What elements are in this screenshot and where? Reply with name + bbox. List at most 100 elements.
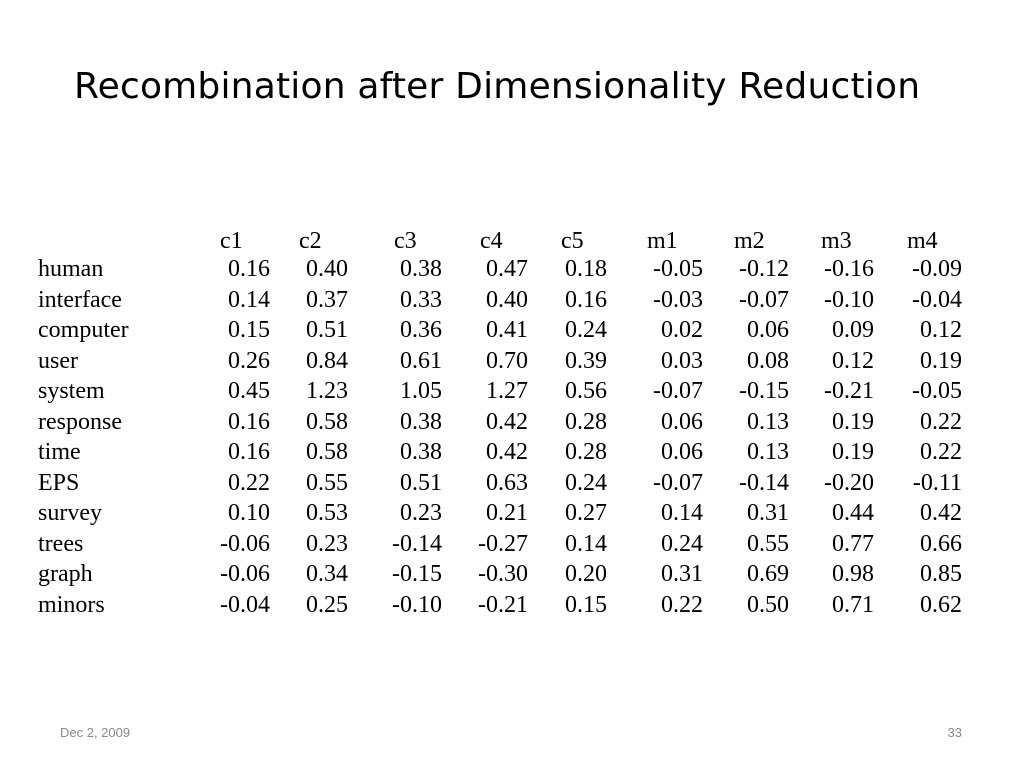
matrix-cell: 0.22 (920, 408, 962, 435)
matrix-cell: 0.58 (306, 439, 348, 465)
row-label: computer (38, 317, 129, 343)
matrix-cell: 0.14 (228, 286, 270, 313)
matrix-cell: -0.12 (739, 256, 789, 282)
matrix-cell: 0.25 (306, 591, 348, 618)
matrix-cell: 0.38 (400, 256, 442, 282)
matrix-cell: 0.14 (661, 500, 703, 526)
matrix-cell: -0.15 (739, 378, 789, 404)
matrix-cell: 0.85 (920, 561, 962, 587)
matrix-cell: 0.28 (565, 408, 607, 435)
column-header: c2 (299, 228, 322, 254)
matrix-cell: -0.07 (653, 469, 703, 496)
matrix-cell: 0.16 (565, 286, 607, 313)
row-label: human (38, 256, 104, 282)
matrix-cell: 0.58 (306, 408, 348, 435)
row-label: user (38, 347, 78, 374)
matrix-cell: 0.13 (747, 439, 789, 465)
matrix-row: time 0.16 0.58 0.38 0.42 0.28 0.06 0.13 0.19 0.22 (38, 437, 968, 467)
matrix-cell: 0.27 (565, 500, 607, 526)
matrix-cell: 0.38 (400, 408, 442, 435)
row-label: survey (38, 500, 102, 526)
matrix-cell: 1.27 (486, 378, 528, 404)
matrix-cell: 0.39 (565, 347, 607, 374)
matrix-cell: 0.51 (306, 317, 348, 343)
matrix-cell: -0.20 (824, 469, 874, 496)
column-header: m1 (647, 228, 678, 254)
matrix-cell: 0.12 (920, 317, 962, 343)
column-header: c3 (394, 228, 417, 254)
matrix-cell: 0.40 (486, 286, 528, 313)
row-label: EPS (38, 469, 80, 496)
matrix-cell: 1.23 (306, 378, 348, 404)
matrix-cell: 0.15 (565, 591, 607, 618)
matrix-row: trees -0.06 0.23 -0.14 -0.27 0.14 0.24 0.55 0.77… (38, 529, 968, 559)
matrix-cell: 0.55 (306, 469, 348, 496)
matrix-cell: 0.40 (306, 256, 348, 282)
matrix-cell: 0.36 (400, 317, 442, 343)
matrix-cell: 0.23 (306, 530, 348, 557)
row-label: minors (38, 591, 105, 618)
matrix-cell: 0.41 (486, 317, 528, 343)
matrix-cell: -0.10 (824, 286, 874, 313)
matrix-cell: 0.28 (565, 439, 607, 465)
matrix-row: graph -0.06 0.34 -0.15 -0.30 0.20 0.31 0.69 0.98… (38, 559, 968, 589)
matrix-cell: -0.07 (653, 378, 703, 404)
matrix-cell: 0.37 (306, 286, 348, 313)
matrix-cell: 0.34 (306, 561, 348, 587)
matrix-cell: 0.71 (832, 591, 874, 618)
matrix-cell: -0.05 (653, 256, 703, 282)
matrix-cell: -0.14 (739, 469, 789, 496)
matrix-cell: 0.16 (228, 408, 270, 435)
matrix-cell: 0.14 (565, 530, 607, 557)
column-header: c4 (480, 228, 503, 254)
footer-date: Dec 2, 2009 (60, 725, 131, 740)
matrix-cell: -0.07 (739, 286, 789, 313)
matrix-cell: 0.50 (747, 591, 789, 618)
column-header: m2 (734, 228, 765, 254)
matrix-cell: 0.24 (661, 530, 703, 557)
matrix-row: survey 0.10 0.53 0.23 0.21 0.27 0.14 0.31 0.44 0.… (38, 498, 968, 528)
matrix-cell: 0.26 (228, 347, 270, 374)
matrix-cell: -0.27 (478, 530, 528, 557)
slide-title: Recombination after Dimensionality Reduc… (74, 66, 921, 107)
matrix-cell: 0.22 (661, 591, 703, 618)
matrix-cell: 0.21 (486, 500, 528, 526)
matrix-cell: 0.66 (920, 530, 962, 557)
row-label: trees (38, 530, 84, 557)
row-label: time (38, 439, 81, 465)
column-header: c1 (220, 228, 243, 254)
matrix-cell: 0.77 (832, 530, 874, 557)
matrix-cell: 0.22 (228, 469, 270, 496)
matrix-cell: 0.62 (920, 591, 962, 618)
term-document-matrix: c1 c2 c3 c4 c5 m1 m2 m3 m4 human 0.16 0.40 0.38 0.47 0… (38, 226, 968, 621)
matrix-cell: 0.42 (486, 439, 528, 465)
matrix-cell: 0.70 (486, 347, 528, 374)
matrix-cell: -0.04 (220, 591, 270, 618)
matrix-cell: 0.16 (228, 439, 270, 465)
matrix-row: response 0.16 0.58 0.38 0.42 0.28 0.06 0.13 0.19… (38, 407, 968, 437)
matrix-header-row: c1 c2 c3 c4 c5 m1 m2 m3 m4 (38, 226, 968, 256)
matrix-row: minors -0.04 0.25 -0.10 -0.21 0.15 0.22 0.50 0.7… (38, 590, 968, 620)
matrix-cell: -0.21 (824, 378, 874, 404)
matrix-cell: -0.09 (912, 256, 962, 282)
matrix-cell: -0.16 (824, 256, 874, 282)
row-label: response (38, 408, 122, 435)
matrix-cell: -0.11 (912, 469, 962, 496)
matrix-cell: -0.30 (478, 561, 528, 587)
matrix-row: computer 0.15 0.51 0.36 0.41 0.24 0.02 0.06 0.09… (38, 315, 968, 345)
matrix-cell: -0.03 (653, 286, 703, 313)
matrix-cell: 0.06 (661, 408, 703, 435)
matrix-row: EPS 0.22 0.55 0.51 0.63 0.24 -0.07 -0.14 -0.20 -0… (38, 468, 968, 498)
row-label: interface (38, 286, 122, 313)
matrix-cell: 0.02 (661, 317, 703, 343)
matrix-cell: 0.08 (747, 347, 789, 374)
row-label: system (38, 378, 105, 404)
matrix-cell: 0.31 (661, 561, 703, 587)
matrix-row: user 0.26 0.84 0.61 0.70 0.39 0.03 0.08 0.12 0.19 (38, 346, 968, 376)
matrix-cell: 0.51 (400, 469, 442, 496)
matrix-cell: 0.06 (661, 439, 703, 465)
matrix-cell: 0.42 (486, 408, 528, 435)
matrix-cell: -0.21 (478, 591, 528, 618)
matrix-cell: 0.24 (565, 317, 607, 343)
matrix-cell: 0.56 (565, 378, 607, 404)
